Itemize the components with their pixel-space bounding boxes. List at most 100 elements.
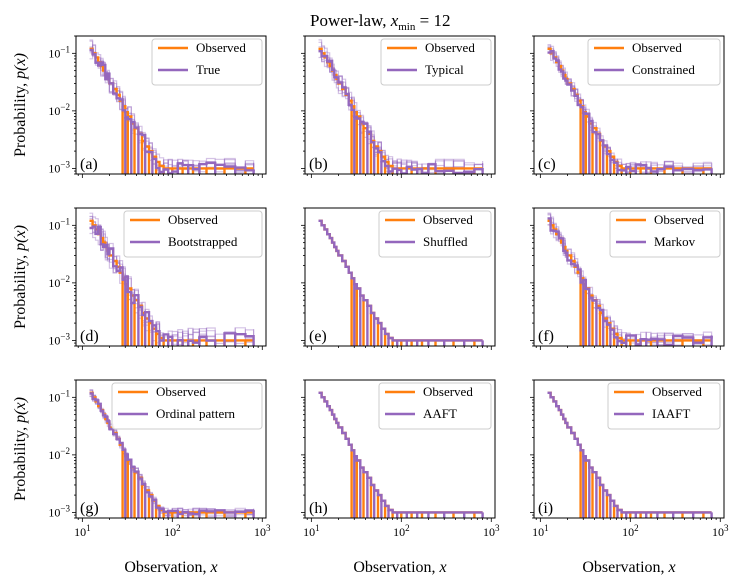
y-tick-label: 10−3 — [48, 159, 70, 175]
legend-entry: Observed — [425, 40, 475, 55]
legend-entry: Markov — [654, 234, 696, 249]
x-axis-label: Observation, x — [582, 559, 675, 576]
plot-area — [547, 391, 713, 518]
legend-entry: Constrained — [632, 62, 695, 77]
surrogate-spikes — [124, 276, 255, 346]
panel-c: (c) Observed Constrained — [530, 35, 725, 178]
legend-box — [111, 382, 263, 430]
y-tick-label: 10−3 — [48, 331, 70, 347]
plot-area — [547, 212, 713, 346]
panel-a: 10−1 10−2 10−3 Probability, p(x) (a) Observed… — [12, 35, 267, 178]
x-tick-label: 103 — [483, 523, 500, 539]
legend-entry: Observed — [423, 212, 473, 227]
x-tick-label: 103 — [712, 523, 729, 539]
observed-spikes — [121, 450, 247, 518]
plot-area — [89, 389, 255, 518]
axes-frame — [533, 35, 725, 175]
y-axis-label: Probability, p(x) — [12, 397, 29, 501]
panels: 10−1 10−2 10−3 Probability, p(x) (a) Observed… — [12, 35, 729, 576]
surrogate-spikes — [353, 116, 484, 174]
x-tick-label: 101 — [74, 523, 91, 539]
legend-entry: True — [196, 62, 220, 77]
axes-frame — [304, 379, 496, 519]
y-axis-label: Probability, p(x) — [12, 225, 29, 329]
legend: Observed Bootstrapped — [123, 210, 263, 258]
y-tick-label: 10−2 — [48, 274, 70, 290]
legend-entry: IAAFT — [652, 406, 690, 421]
legend-entry: Typical — [425, 62, 464, 77]
panel-label: (i) — [538, 500, 553, 517]
plot-area — [89, 212, 255, 346]
panel-label: (a) — [80, 156, 98, 173]
axes-frame — [304, 207, 496, 347]
x-tick-label: 102 — [393, 523, 410, 539]
legend-entry: Observed — [654, 212, 704, 227]
axes-frame — [533, 379, 725, 519]
panel-i: 101 102 103 Observation, x (i) Observed IAAFT — [530, 379, 729, 576]
legend-box — [151, 38, 263, 86]
legend-box — [378, 210, 492, 258]
legend-box — [609, 210, 721, 258]
legend-box — [587, 38, 721, 86]
observed-spikes — [579, 450, 705, 518]
y-tick-label: 10−1 — [48, 44, 70, 60]
legend: Observed Ordinal pattern — [111, 382, 263, 430]
panel-label: (f) — [538, 328, 554, 345]
surrogate-spikes — [124, 454, 255, 518]
legend-entry: Shuffled — [423, 234, 468, 249]
legend-box — [607, 382, 721, 430]
x-tick-label: 103 — [254, 523, 271, 539]
panel-label: (h) — [309, 500, 328, 517]
legend: Observed Shuffled — [378, 210, 492, 258]
panel-label: (c) — [538, 156, 556, 173]
x-tick-label: 101 — [532, 523, 549, 539]
legend-box — [378, 382, 492, 430]
axes-frame — [75, 207, 267, 347]
surrogate-line — [547, 217, 713, 346]
panel-d: 10−1 10−2 10−3 Probability, p(x) (d) Observed… — [12, 207, 267, 350]
legend-entry: Observed — [196, 40, 246, 55]
panel-label: (b) — [309, 156, 328, 173]
panel-e: (e) Observed Shuffled — [301, 207, 496, 350]
x-axis-label: Observation, x — [124, 559, 217, 576]
surrogate-spikes — [582, 456, 713, 518]
axes-frame — [75, 379, 267, 519]
y-axis-label: Probability, p(x) — [12, 53, 29, 157]
x-tick-label: 101 — [303, 523, 320, 539]
legend-entry: Observed — [632, 40, 682, 55]
legend-entry: Observed — [652, 384, 702, 399]
y-tick-label: 10−2 — [48, 102, 70, 118]
panel-g: 10−1 10−2 10−3 Probability, p(x) 101 102 103 Ob… — [12, 379, 271, 576]
panel-b: (b) Observed Typical — [301, 35, 496, 178]
y-tick-label: 10−2 — [48, 446, 70, 462]
plot-area — [318, 391, 484, 518]
axes-frame — [533, 207, 725, 347]
legend-box — [123, 210, 263, 258]
x-axis-label: Observation, x — [353, 559, 446, 576]
plot-area — [318, 39, 484, 174]
surrogate-spikes — [582, 280, 713, 346]
panel-label: (e) — [309, 328, 327, 345]
legend: Observed IAAFT — [607, 382, 721, 430]
figure-title: Power-law, xmin = 12 — [310, 11, 450, 33]
plot-area — [318, 219, 484, 346]
panel-h: 101 102 103 Observation, x (h) Observed AAFT — [301, 379, 500, 576]
panel-label: (d) — [80, 328, 99, 345]
legend: Observed Typical — [380, 38, 492, 86]
y-tick-label: 10−1 — [48, 216, 70, 232]
axes-frame — [304, 35, 496, 175]
axes-frame — [75, 35, 267, 175]
plot-area — [547, 44, 713, 174]
x-tick-label: 102 — [164, 523, 181, 539]
surrogate-spikes — [124, 117, 255, 174]
legend-entry: Observed — [156, 384, 206, 399]
legend: Observed Markov — [609, 210, 721, 258]
legend: Observed AAFT — [378, 382, 492, 430]
y-tick-label: 10−3 — [48, 503, 70, 519]
plot-area — [89, 39, 255, 174]
legend-entry: Ordinal pattern — [156, 406, 236, 421]
legend-entry: Observed — [423, 384, 473, 399]
y-tick-label: 10−1 — [48, 388, 70, 404]
surrogate-ensemble-line — [89, 215, 255, 346]
